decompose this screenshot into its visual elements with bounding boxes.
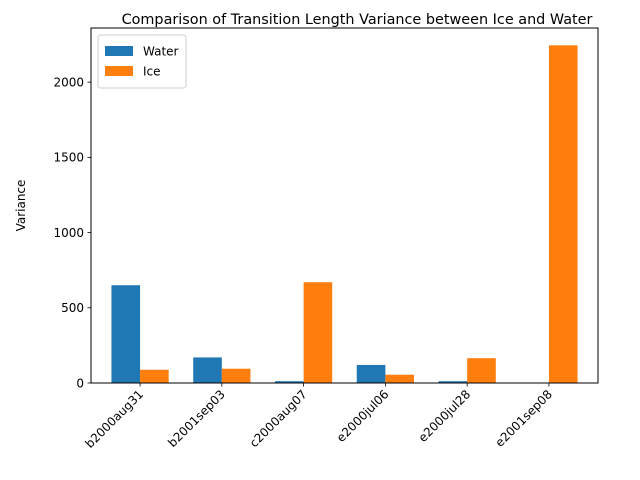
y-axis: 0 500 1000 1500 2000	[53, 75, 91, 390]
y-tick-label: 2000	[53, 75, 84, 89]
bar-ice-e2000jul28	[467, 358, 496, 383]
chart-title: Comparison of Transition Length Variance…	[122, 12, 593, 28]
bar-ice-b2000aug31	[140, 369, 169, 383]
plot-frame	[90, 27, 599, 384]
y-tick-label: 1500	[53, 151, 84, 165]
legend: Water Ice	[97, 34, 187, 89]
bar-water-e2000jul06	[356, 364, 386, 383]
bar-water-b2001sep03	[193, 357, 222, 383]
legend-box	[97, 34, 187, 89]
bar-water-c2000aug07	[274, 381, 304, 383]
bar-water-e2000jul28	[438, 381, 468, 383]
legend-label-ice: Ice	[143, 65, 161, 79]
y-axis-label: Variance	[14, 180, 28, 232]
bar-water-b2000aug31	[111, 285, 141, 383]
y-tick-label: 1000	[53, 226, 84, 240]
bar-ice-b2001sep03	[221, 368, 251, 383]
y-tick-label: 0	[76, 376, 84, 390]
legend-swatch-ice	[105, 66, 133, 76]
bars-group	[111, 45, 578, 383]
bar-ice-c2000aug07	[303, 282, 333, 383]
bar-ice-e2001sep08	[548, 45, 578, 383]
legend-swatch-water	[105, 46, 133, 56]
y-tick-label: 500	[61, 301, 84, 315]
legend-label-water: Water	[143, 45, 179, 59]
bar-ice-e2000jul06	[385, 374, 415, 383]
